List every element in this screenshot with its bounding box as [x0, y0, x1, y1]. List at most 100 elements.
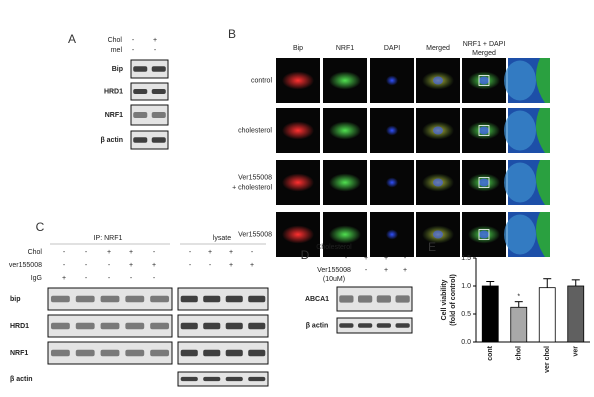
blot-label: Bip	[112, 66, 123, 73]
blot-band	[180, 322, 198, 330]
column-header: Bip	[293, 45, 303, 52]
cell-signal	[329, 225, 361, 244]
blot-band	[203, 322, 221, 330]
panel-label: D	[301, 248, 310, 262]
blot-band	[376, 295, 391, 303]
blot-band	[150, 295, 170, 303]
group-title: lysate	[213, 235, 231, 242]
blot-band	[125, 322, 145, 330]
nucleus	[433, 230, 443, 239]
panel-label: A	[68, 32, 76, 46]
treatment-label: Ver155008	[317, 267, 351, 274]
blot	[130, 104, 169, 126]
treatment-label: Chol	[108, 37, 123, 44]
blot-band	[248, 349, 266, 357]
blot-band	[151, 88, 166, 95]
blot-label: β actin	[100, 137, 123, 144]
blot-band	[395, 323, 410, 328]
y-tick-label: 0.0	[461, 339, 471, 346]
blot-band	[203, 376, 221, 382]
treatment-sign: +	[384, 267, 388, 274]
cell-signal	[386, 177, 398, 188]
panel-label: B	[228, 27, 236, 41]
treatment-sign: +	[403, 267, 407, 274]
treatment-sign: -	[345, 255, 348, 262]
blot-band	[133, 112, 148, 118]
bar	[538, 287, 556, 343]
zoom-box	[478, 125, 490, 136]
cell-signal	[386, 75, 398, 86]
row-label: + cholesterol	[232, 184, 272, 191]
treatment-sign: +	[208, 249, 212, 256]
nucleus	[479, 76, 489, 85]
blot-band	[225, 376, 243, 382]
x-tick-label-text: ver	[573, 346, 580, 357]
treatment-sign: -	[85, 275, 88, 282]
nucleus	[479, 178, 489, 187]
treatment-label: Chol	[28, 249, 43, 256]
zoom-cytoplasm	[536, 212, 550, 257]
blot-band	[225, 322, 243, 330]
treatment-sign: +	[129, 249, 133, 256]
blot-band	[339, 323, 354, 328]
blot-band	[100, 322, 120, 330]
blot-band	[50, 322, 70, 330]
nucleus	[479, 230, 489, 239]
bar	[567, 285, 585, 343]
y-axis-label: (fold of control)	[450, 274, 457, 326]
nucleus	[433, 178, 443, 187]
cell-signal	[282, 71, 314, 90]
y-tick-label: 1.0	[461, 283, 471, 290]
row-label: cholesterol	[238, 127, 272, 134]
blot-band	[203, 295, 221, 303]
column-header: NRF1 + DAPI	[463, 41, 506, 48]
treatment-sign: +	[107, 249, 111, 256]
cell-signal	[282, 173, 314, 192]
blot-band	[248, 322, 266, 330]
y-axis-label: Cell viability	[441, 279, 448, 320]
y-tick-label: 1.5	[461, 255, 471, 262]
blot-band	[75, 322, 95, 330]
cell-signal	[329, 71, 361, 90]
zoom-cytoplasm	[536, 58, 550, 103]
blot-band	[248, 376, 266, 382]
blot	[177, 287, 269, 311]
zoom-signal	[504, 162, 536, 203]
blot-band	[133, 137, 148, 143]
cell-signal	[282, 121, 314, 140]
blot-band	[151, 112, 166, 118]
x-tick-label-text: chol	[516, 346, 523, 360]
blot-label: β actin	[306, 322, 329, 329]
nucleus	[433, 126, 443, 135]
blot-label: NRF1	[10, 350, 28, 357]
significance-mark: *	[517, 294, 520, 301]
blot-band	[125, 295, 145, 303]
blot-band	[180, 376, 198, 382]
blot-label: bip	[10, 296, 21, 303]
blot-band	[180, 295, 198, 303]
column-header: Merged	[472, 50, 496, 57]
panel-label: E	[428, 240, 436, 254]
zoom-box	[478, 177, 490, 188]
nucleus	[433, 76, 443, 85]
x-tick-label: ver	[573, 346, 580, 357]
blot-label: NRF1	[105, 112, 123, 119]
blot	[177, 341, 269, 365]
row-label: Ver155008	[238, 231, 272, 238]
x-tick-label: chol	[516, 346, 523, 360]
blot-band	[125, 349, 145, 357]
cell-signal	[329, 173, 361, 192]
blot-band	[225, 349, 243, 357]
treatment-sign: -	[108, 275, 111, 282]
cell-signal	[386, 229, 398, 240]
blot-band	[358, 323, 373, 328]
blot-band	[150, 349, 170, 357]
cell-signal	[386, 125, 398, 136]
column-header: DAPI	[384, 45, 400, 52]
blot-band	[339, 295, 354, 303]
blot-band	[75, 349, 95, 357]
y-axis-label-line: (fold of control)	[450, 274, 457, 326]
blot-band	[376, 323, 391, 328]
y-axis-label-line: Cell viability	[441, 279, 448, 320]
blot-band	[100, 295, 120, 303]
